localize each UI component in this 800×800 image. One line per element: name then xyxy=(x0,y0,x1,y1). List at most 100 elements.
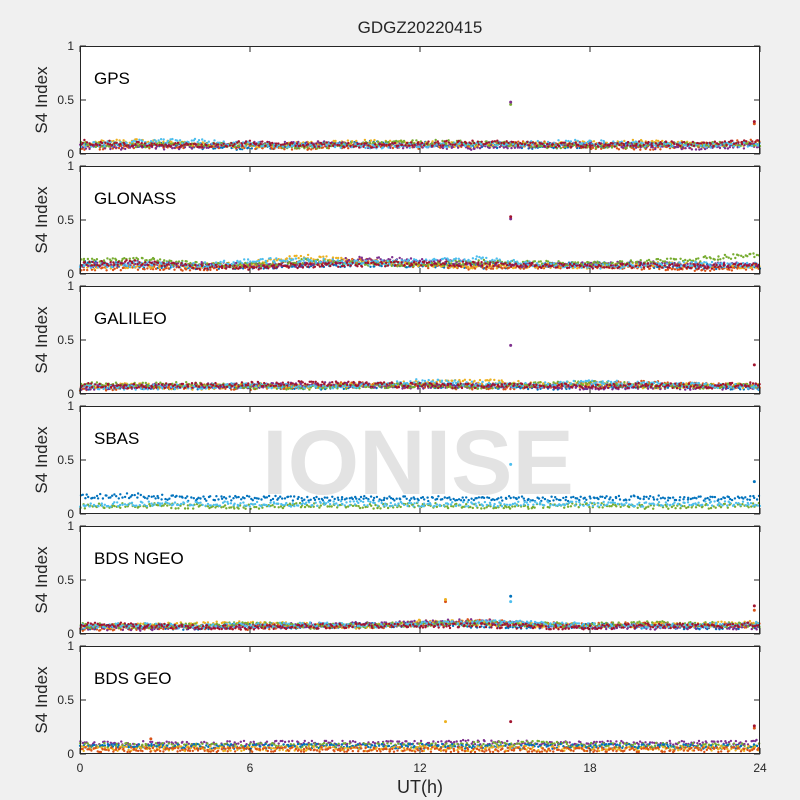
data-point xyxy=(613,145,616,148)
data-point xyxy=(516,264,519,268)
data-point xyxy=(629,259,633,262)
data-point xyxy=(332,144,335,147)
data-point xyxy=(150,142,153,145)
data-point xyxy=(390,264,393,268)
data-point xyxy=(649,148,652,151)
data-point xyxy=(504,145,508,149)
data-point xyxy=(301,262,304,265)
data-point xyxy=(396,140,400,143)
data-point xyxy=(266,144,270,147)
data-point xyxy=(104,141,107,144)
data-point xyxy=(387,140,390,144)
data-point xyxy=(493,259,496,262)
data-point xyxy=(737,263,741,266)
data-point xyxy=(81,146,84,149)
data-point xyxy=(128,262,132,265)
data-point xyxy=(709,146,712,149)
data-point xyxy=(697,257,700,260)
data-point xyxy=(723,140,727,143)
data-point xyxy=(620,260,624,263)
data-point xyxy=(539,260,542,263)
data-point xyxy=(257,268,260,271)
plot-area xyxy=(80,46,760,154)
data-point xyxy=(718,146,722,150)
data-point xyxy=(257,144,260,147)
data-point xyxy=(470,148,473,151)
data-point xyxy=(728,143,731,146)
data-point xyxy=(198,145,201,148)
data-point xyxy=(305,262,309,265)
data-point xyxy=(236,144,240,148)
data-point xyxy=(258,261,261,265)
data-point xyxy=(511,141,515,144)
data-point xyxy=(535,262,539,265)
data-point xyxy=(109,261,112,264)
data-point xyxy=(125,259,128,262)
data-point xyxy=(687,143,690,146)
data-point xyxy=(323,143,326,146)
data-point xyxy=(316,258,319,261)
data-point xyxy=(467,265,470,269)
data-point xyxy=(465,261,468,264)
data-point xyxy=(340,265,344,268)
data-point xyxy=(134,143,137,146)
data-point xyxy=(88,260,91,264)
data-point xyxy=(93,267,96,271)
data-point xyxy=(579,264,582,268)
data-point xyxy=(478,147,482,150)
data-point xyxy=(480,261,483,264)
data-point xyxy=(407,144,411,147)
data-point xyxy=(567,139,570,143)
data-point xyxy=(255,146,258,149)
data-point xyxy=(705,146,708,149)
data-point xyxy=(339,261,342,265)
data-point xyxy=(722,262,726,266)
data-point xyxy=(228,144,232,147)
data-point xyxy=(471,257,475,260)
data-point xyxy=(672,142,676,146)
data-point xyxy=(713,268,716,271)
data-point xyxy=(272,264,275,267)
data-point xyxy=(315,142,318,145)
data-point xyxy=(211,265,214,268)
data-point xyxy=(152,263,156,266)
data-point xyxy=(733,263,737,266)
data-point xyxy=(249,142,252,146)
data-point xyxy=(225,145,229,148)
data-point xyxy=(159,138,163,141)
data-point xyxy=(160,264,163,268)
data-point xyxy=(313,145,316,148)
data-point xyxy=(371,146,374,149)
data-point xyxy=(323,260,326,263)
data-point xyxy=(625,262,629,266)
data-point xyxy=(261,147,264,150)
data-point xyxy=(297,256,300,260)
data-point xyxy=(141,145,144,148)
data-point xyxy=(144,261,147,264)
data-point xyxy=(151,266,154,269)
data-point xyxy=(83,261,87,264)
data-point xyxy=(194,263,197,267)
data-point xyxy=(107,264,110,267)
data-point xyxy=(415,145,418,149)
data-point xyxy=(361,258,364,262)
data-point xyxy=(351,261,354,264)
data-point xyxy=(625,146,628,150)
data-point xyxy=(180,262,183,265)
data-point xyxy=(700,262,704,265)
data-point xyxy=(650,144,654,147)
data-point xyxy=(494,144,497,147)
data-point xyxy=(378,143,381,146)
data-point xyxy=(203,267,206,270)
data-point xyxy=(181,144,184,147)
data-point xyxy=(539,144,542,148)
data-point xyxy=(676,145,680,149)
data-point xyxy=(396,265,399,268)
data-point xyxy=(391,146,395,150)
data-point xyxy=(506,260,510,263)
data-point xyxy=(283,148,286,151)
data-point xyxy=(397,144,400,147)
data-point xyxy=(699,142,703,145)
data-point xyxy=(149,266,152,269)
